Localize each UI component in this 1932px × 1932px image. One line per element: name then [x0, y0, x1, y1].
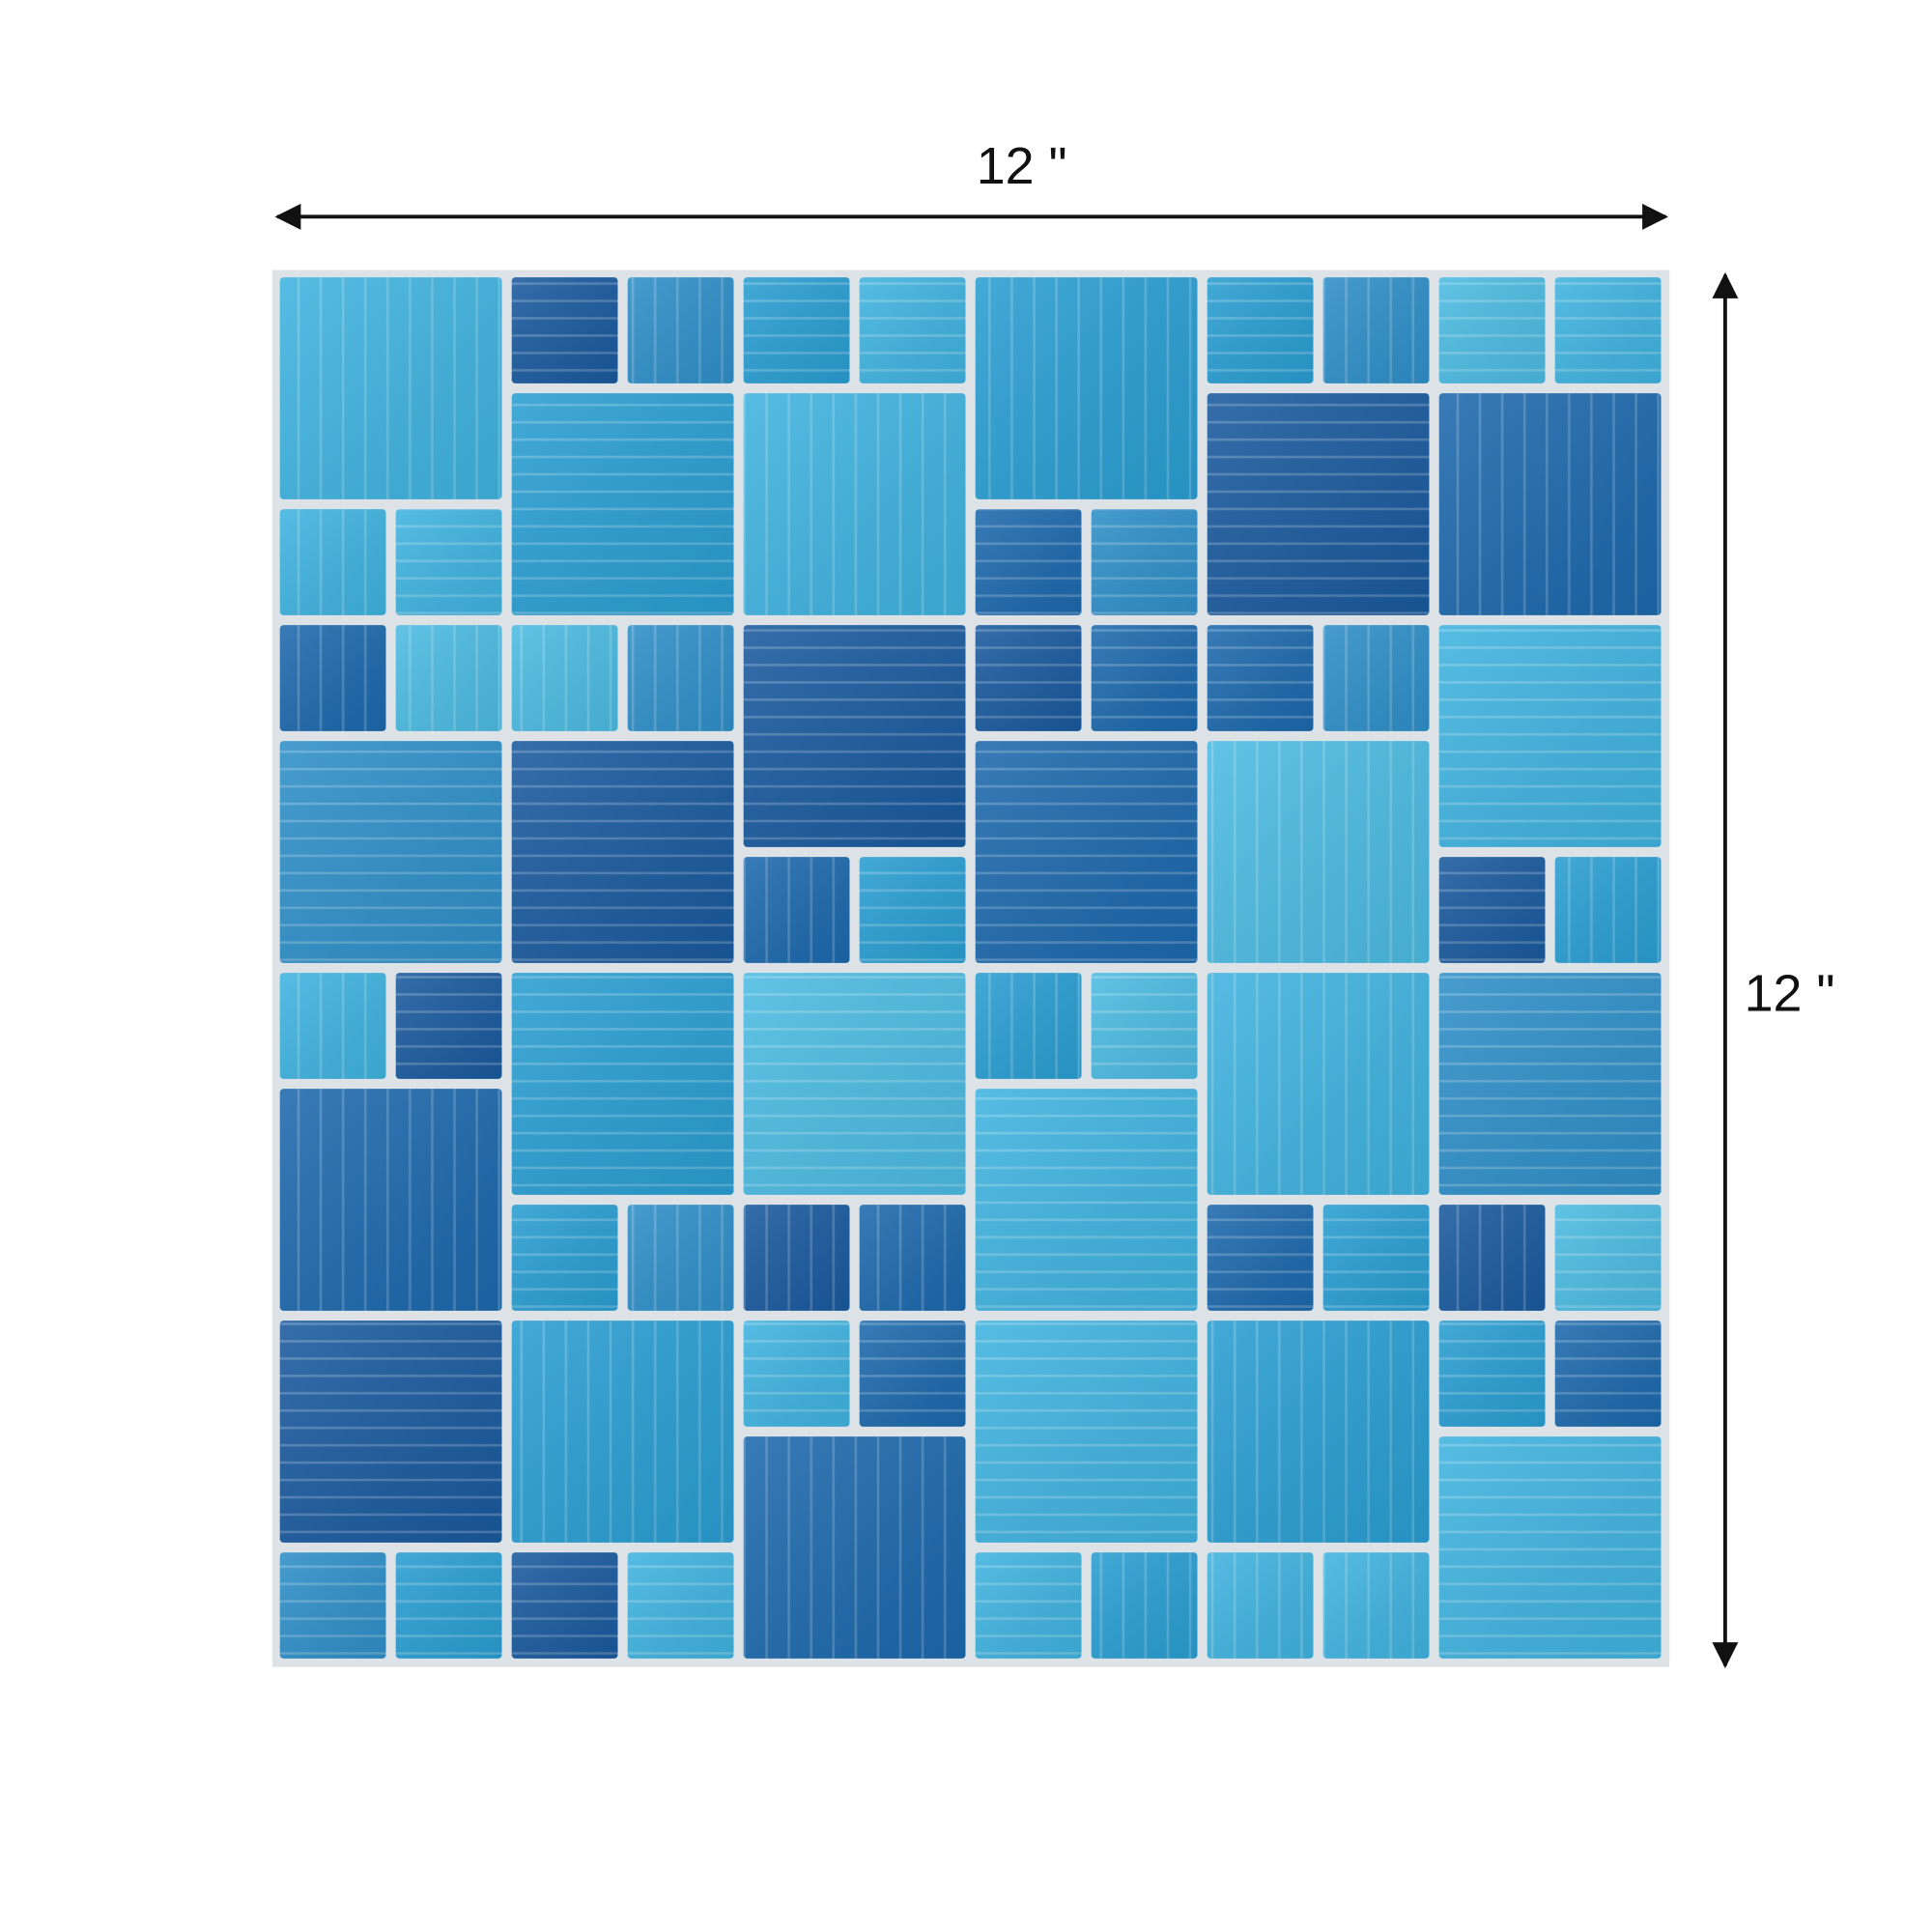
tile [1438, 973, 1662, 1195]
tile [511, 1205, 618, 1311]
tile [975, 741, 1198, 963]
tile [1207, 277, 1314, 384]
tile [743, 1321, 850, 1427]
tile [395, 625, 502, 731]
tile [279, 973, 386, 1079]
tile [1322, 277, 1430, 384]
width-label: 12 " [977, 137, 1067, 195]
tile [279, 1089, 502, 1311]
tile [627, 277, 734, 384]
tile [975, 1321, 1198, 1543]
tile [1554, 1321, 1662, 1427]
tile [1091, 625, 1198, 731]
tile [1554, 1205, 1662, 1311]
tile [1207, 1552, 1314, 1659]
tile [627, 625, 734, 731]
tile [1554, 277, 1662, 384]
tile [511, 973, 734, 1195]
mosaic [279, 277, 1662, 1659]
tile [975, 1552, 1082, 1659]
tile [1438, 1321, 1546, 1427]
tile [1322, 625, 1430, 731]
tile [743, 277, 850, 384]
tile [743, 393, 966, 615]
tile [1207, 1321, 1430, 1543]
tile [627, 1552, 734, 1659]
tile [395, 973, 502, 1079]
tile [1438, 393, 1662, 615]
tile [975, 1089, 1198, 1311]
tile [511, 741, 734, 963]
tile [511, 277, 618, 384]
tile [975, 973, 1082, 1079]
tile [1207, 1205, 1314, 1311]
tile [1091, 973, 1198, 1079]
tile [1322, 1552, 1430, 1659]
tile [859, 1321, 966, 1427]
tile [1207, 741, 1430, 963]
tile [743, 973, 966, 1195]
tile [511, 1321, 734, 1543]
tile [511, 625, 618, 731]
tile [1438, 857, 1546, 963]
tile [859, 1205, 966, 1311]
tile [1438, 1436, 1662, 1659]
tile [1207, 973, 1430, 1195]
tile [279, 509, 386, 615]
tile [1207, 393, 1430, 615]
tile [975, 277, 1198, 499]
tile [1322, 1205, 1430, 1311]
tile [859, 277, 966, 384]
tile [743, 1205, 850, 1311]
tile [395, 509, 502, 615]
tile [1207, 625, 1314, 731]
tile [511, 1552, 618, 1659]
tile [859, 857, 966, 963]
tile [279, 625, 386, 731]
tile [279, 1552, 386, 1659]
tile [395, 1552, 502, 1659]
tile [627, 1205, 734, 1311]
tile [743, 857, 850, 963]
tile [1554, 857, 1662, 963]
tile [975, 625, 1082, 731]
tile [279, 277, 502, 499]
tile [1438, 625, 1662, 847]
tile [279, 741, 502, 963]
tile [743, 625, 966, 847]
tile [743, 1436, 966, 1659]
tile [1091, 509, 1198, 615]
grout [272, 270, 1670, 1667]
tile [1438, 277, 1546, 384]
tile [511, 393, 734, 615]
tile [279, 1321, 502, 1543]
tile [1438, 1205, 1546, 1311]
tile [1091, 1552, 1198, 1659]
tile [975, 509, 1082, 615]
height-label: 12 " [1745, 964, 1835, 1022]
